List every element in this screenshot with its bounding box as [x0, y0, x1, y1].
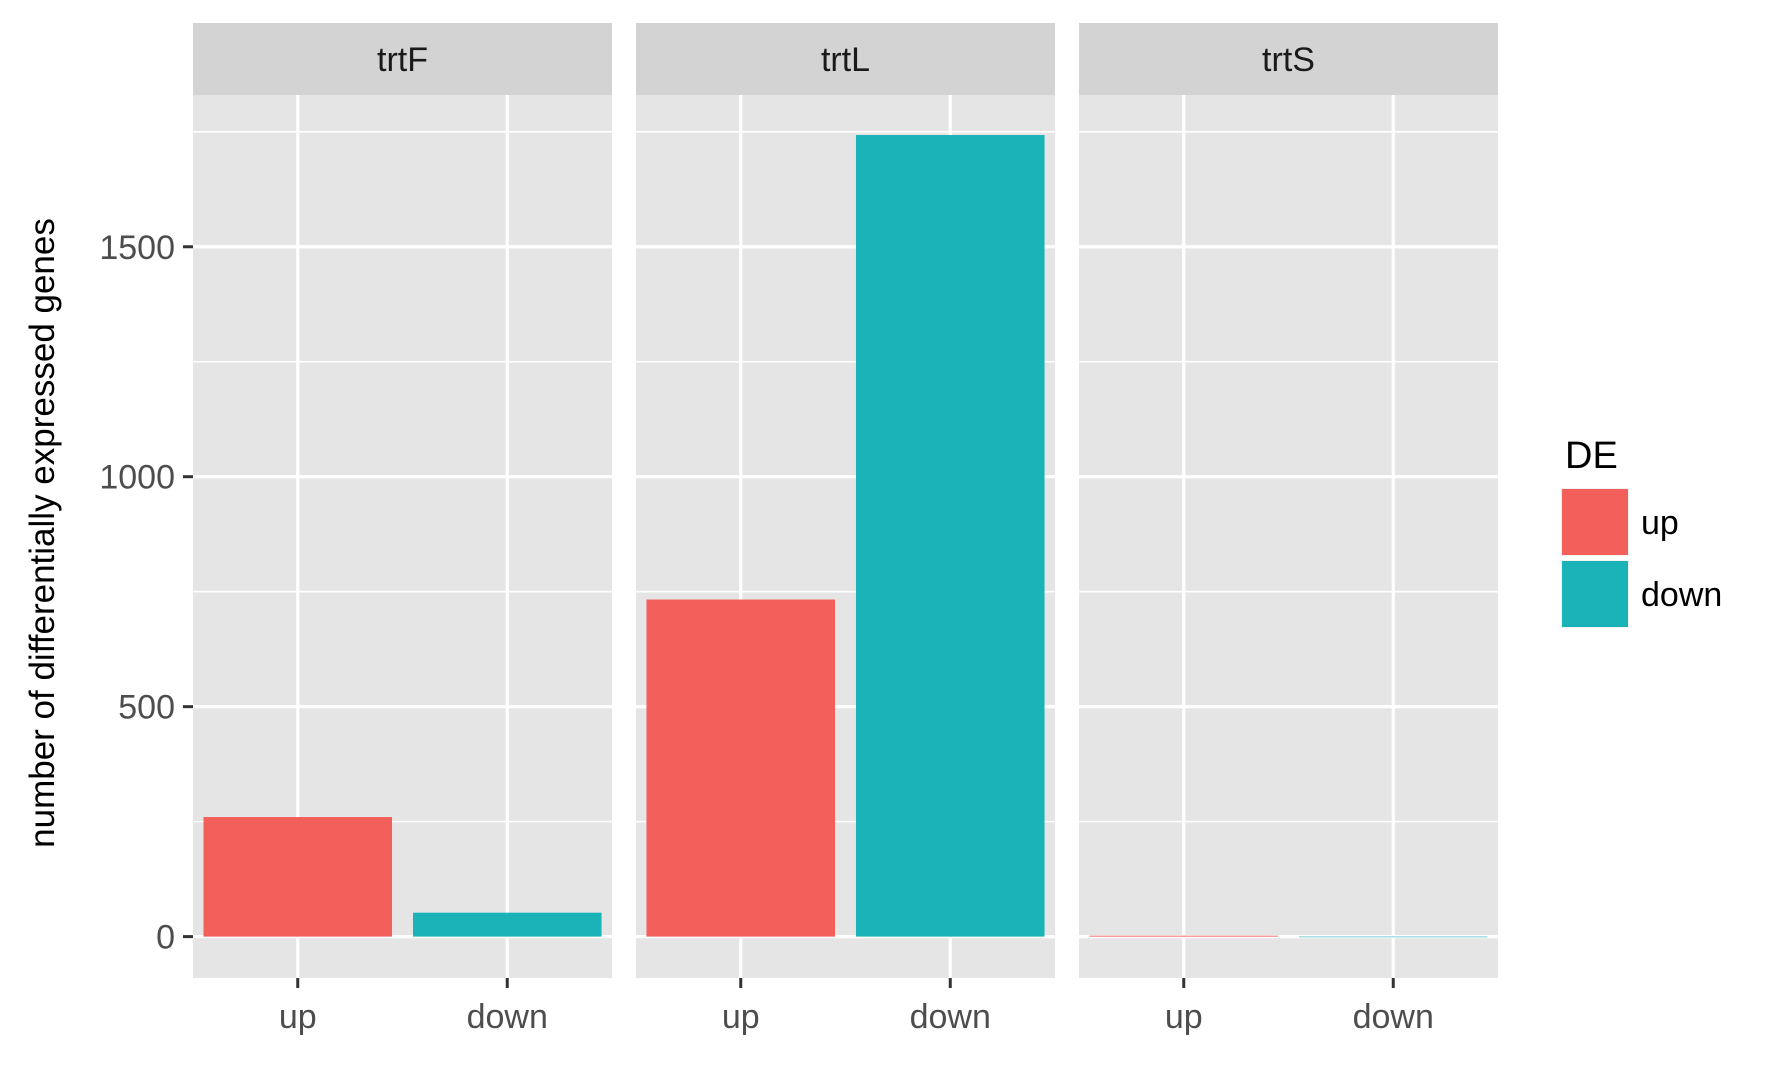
facet-strip-label: trtF — [377, 41, 428, 79]
facet-strip-label: trtL — [821, 41, 870, 79]
facet-strip — [193, 23, 612, 95]
facet-panels: trtF up down trtL up down trtS up down — [193, 23, 1498, 1036]
y-tick-label: 0 — [156, 919, 175, 957]
x-tick-label: up — [279, 998, 317, 1036]
facet-panel-trtS: trtS up down — [1079, 23, 1498, 1036]
x-tick-label: down — [1353, 998, 1434, 1036]
x-tick-label: down — [467, 998, 548, 1036]
y-tick-label: 1500 — [99, 229, 175, 267]
y-tick-label: 500 — [118, 689, 175, 727]
legend: DE up down — [1561, 435, 1722, 628]
facet-strip-label: trtS — [1262, 41, 1315, 79]
x-tick-label: up — [1165, 998, 1203, 1036]
legend-key-down — [1562, 561, 1628, 627]
bar-trtF-up — [203, 817, 393, 937]
y-axis: 0 500 1000 1500 — [99, 229, 193, 957]
bar-trtS-down — [1298, 936, 1488, 938]
legend-label: up — [1641, 504, 1679, 542]
facet-strip — [636, 23, 1055, 95]
facet-strip — [1079, 23, 1498, 95]
legend-title: DE — [1565, 435, 1618, 477]
panel-background — [1079, 95, 1498, 978]
y-tick-label: 1000 — [99, 459, 175, 497]
bar-trtS-up — [1089, 935, 1279, 937]
facet-panel-trtF: trtF up down — [193, 23, 612, 1036]
facet-panel-trtL: trtL up down — [636, 23, 1055, 1036]
bar-trtF-down — [412, 912, 602, 937]
x-tick-label: up — [722, 998, 760, 1036]
x-tick-label: down — [910, 998, 991, 1036]
legend-key-up — [1562, 489, 1628, 555]
y-axis-title: number of differentially expressed genes — [23, 218, 62, 848]
legend-label: down — [1641, 576, 1722, 614]
bar-trtL-up — [646, 599, 836, 937]
bar-trtL-down — [855, 135, 1045, 937]
